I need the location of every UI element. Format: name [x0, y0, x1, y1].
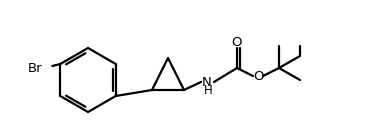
Text: O: O	[253, 70, 263, 83]
Text: O: O	[232, 35, 242, 48]
Text: N: N	[202, 75, 212, 88]
Text: Br: Br	[28, 63, 42, 75]
Text: H: H	[204, 84, 212, 98]
